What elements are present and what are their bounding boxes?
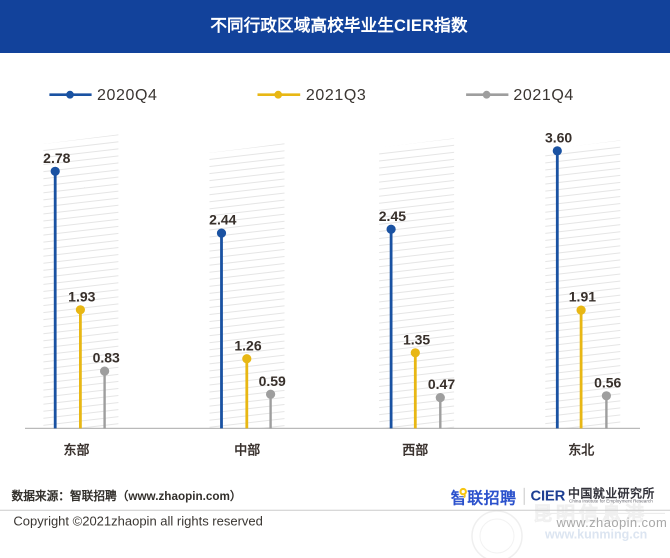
svg-text:Copyright ©2021zhaopin all rig: Copyright ©2021zhaopin all rights reserv… bbox=[13, 514, 263, 529]
svg-text:昆明信息港: 昆明信息港 bbox=[533, 502, 648, 525]
svg-text:数据来源：智联招聘（www.zhaopin.com）: 数据来源：智联招聘（www.zhaopin.com） bbox=[12, 489, 242, 503]
svg-text:1.26: 1.26 bbox=[234, 337, 261, 353]
svg-text:东部: 东部 bbox=[63, 443, 89, 458]
svg-text:2021Q3: 2021Q3 bbox=[306, 87, 367, 104]
svg-text:中部: 中部 bbox=[234, 443, 260, 458]
svg-text:东北: 东北 bbox=[568, 443, 594, 458]
svg-text:西部: 西部 bbox=[402, 443, 428, 458]
svg-text:0.56: 0.56 bbox=[594, 374, 621, 390]
svg-text:2.78: 2.78 bbox=[43, 150, 70, 166]
svg-text:1.35: 1.35 bbox=[403, 331, 430, 347]
svg-text:3.60: 3.60 bbox=[545, 130, 572, 146]
svg-text:www.zhaopin.com: www.zhaopin.com bbox=[556, 515, 668, 530]
svg-text:2.45: 2.45 bbox=[379, 208, 406, 224]
svg-text:0.47: 0.47 bbox=[428, 376, 455, 392]
svg-text:CIER: CIER bbox=[531, 489, 566, 505]
svg-text:中国就业研究所: 中国就业研究所 bbox=[568, 485, 655, 500]
svg-text:1.93: 1.93 bbox=[68, 288, 95, 304]
svg-text:2021Q4: 2021Q4 bbox=[513, 87, 574, 104]
svg-text:2020Q4: 2020Q4 bbox=[97, 87, 158, 104]
svg-text:0.83: 0.83 bbox=[93, 350, 120, 366]
svg-text:1.91: 1.91 bbox=[569, 289, 596, 305]
svg-text:www.kunming.cn: www.kunming.cn bbox=[544, 528, 647, 542]
svg-text:0.59: 0.59 bbox=[259, 373, 286, 389]
svg-text:China Institute for Employment: China Institute for Employment Research bbox=[569, 498, 653, 503]
svg-text:2.44: 2.44 bbox=[209, 212, 236, 228]
